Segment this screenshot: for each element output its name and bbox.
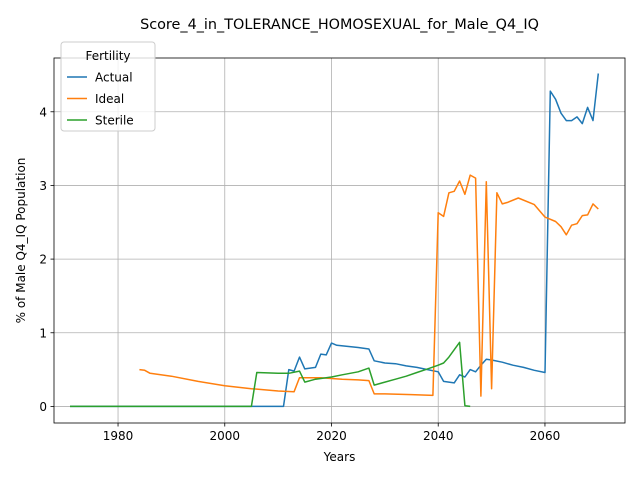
plot-frame <box>53 57 626 424</box>
y-tick-label: 0 <box>39 400 47 414</box>
x-tick-label: 2060 <box>530 429 561 443</box>
legend-label-actual: Actual <box>95 71 133 85</box>
series-lines <box>70 73 600 408</box>
x-axis-ticks: 1980 2000 2020 2040 2060 <box>103 423 560 443</box>
legend-label-sterile: Sterile <box>95 114 134 128</box>
gridlines <box>54 58 625 423</box>
y-tick-label: 3 <box>39 179 47 193</box>
series-line-sterile <box>70 341 471 408</box>
y-axis-ticks: 0 1 2 3 4 <box>39 105 54 414</box>
chart-title: Score_4_in_TOLERANCE_HOMOSEXUAL_for_Male… <box>140 17 539 33</box>
x-tick-label: 2000 <box>209 429 240 443</box>
series-line-actual <box>70 73 600 408</box>
series-line-ideal <box>139 174 599 397</box>
y-axis-label: % of Male Q4_IQ Population <box>14 158 28 324</box>
y-tick-label: 1 <box>39 326 47 340</box>
legend: Fertility Actual Ideal Sterile <box>60 41 156 132</box>
y-tick-label: 4 <box>39 105 47 119</box>
x-tick-label: 1980 <box>103 429 134 443</box>
x-tick-label: 2040 <box>423 429 454 443</box>
y-tick-label: 2 <box>39 253 47 267</box>
x-tick-label: 2020 <box>316 429 347 443</box>
legend-box <box>60 41 156 132</box>
x-axis-label: Years <box>323 450 356 464</box>
legend-title: Fertility <box>85 49 130 63</box>
legend-label-ideal: Ideal <box>95 92 124 106</box>
